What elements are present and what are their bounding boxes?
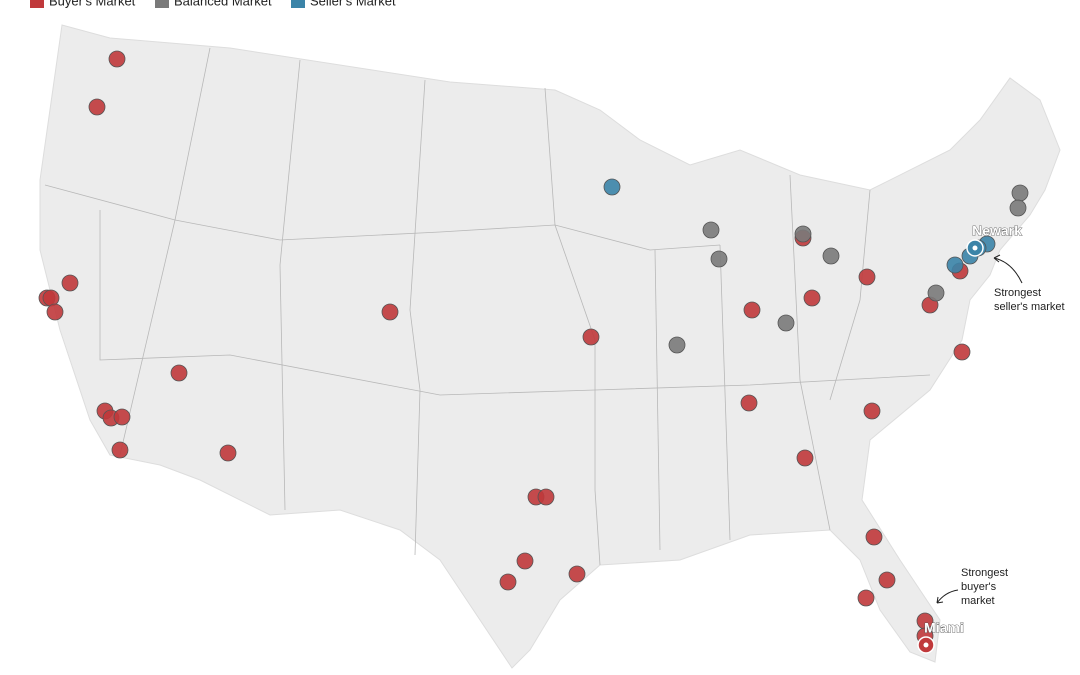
annotation-arrow xyxy=(936,589,959,604)
highlight-center xyxy=(923,642,929,648)
market-dot xyxy=(61,274,79,292)
market-dot xyxy=(743,301,761,319)
market-dot xyxy=(927,284,945,302)
market-dot xyxy=(381,303,399,321)
market-dot xyxy=(865,528,883,546)
legend-swatch xyxy=(155,0,169,8)
annotation-line: Strongest xyxy=(994,287,1041,299)
market-dot xyxy=(822,247,840,265)
us-outline xyxy=(39,24,1061,669)
market-dot xyxy=(42,289,60,307)
market-dot xyxy=(953,343,971,361)
market-dot xyxy=(108,50,126,68)
legend-label: Balanced Market xyxy=(174,0,272,8)
market-dot xyxy=(537,488,555,506)
market-dot xyxy=(857,589,875,607)
market-dot xyxy=(796,449,814,467)
annotation: Strongest seller's market xyxy=(994,287,1065,313)
highlight-center xyxy=(972,245,978,251)
annotation-line: seller's market xyxy=(994,301,1065,313)
annotation-line: Strongest xyxy=(961,567,1008,579)
market-dot xyxy=(170,364,188,382)
market-dot xyxy=(219,444,237,462)
annotation: Strongest buyer's market xyxy=(961,567,1011,607)
market-dot xyxy=(878,571,896,589)
market-dot xyxy=(111,441,129,459)
annotation-line: buyer's xyxy=(961,581,997,593)
market-dot xyxy=(582,328,600,346)
market-dot xyxy=(740,394,758,412)
annotation-arrow xyxy=(993,254,1023,284)
market-dot xyxy=(113,408,131,426)
annotation-line: market xyxy=(961,595,995,607)
market-dot xyxy=(46,303,64,321)
market-dot xyxy=(516,552,534,570)
market-dot xyxy=(794,225,812,243)
market-dot xyxy=(777,314,795,332)
city-label: Miami xyxy=(924,620,964,636)
market-dot xyxy=(863,402,881,420)
market-dot xyxy=(88,98,106,116)
city-label: Newark xyxy=(972,223,1022,239)
markers xyxy=(38,50,1029,654)
market-dot xyxy=(1009,199,1027,217)
market-dot xyxy=(702,221,720,239)
market-dot xyxy=(803,289,821,307)
legend-swatch xyxy=(30,0,44,8)
legend-label: Buyer's Market xyxy=(49,0,136,8)
legend-swatch xyxy=(291,0,305,8)
market-dot xyxy=(1011,184,1029,202)
market-dot xyxy=(668,336,686,354)
market-dot xyxy=(710,250,728,268)
market-dot xyxy=(568,565,586,583)
market-dot xyxy=(499,573,517,591)
market-dot xyxy=(858,268,876,286)
market-dot xyxy=(946,256,964,274)
legend: Buyer's Market Balanced Market Seller's Ma… xyxy=(30,0,396,8)
market-dot xyxy=(603,178,621,196)
legend-label: Seller's Market xyxy=(310,0,396,8)
